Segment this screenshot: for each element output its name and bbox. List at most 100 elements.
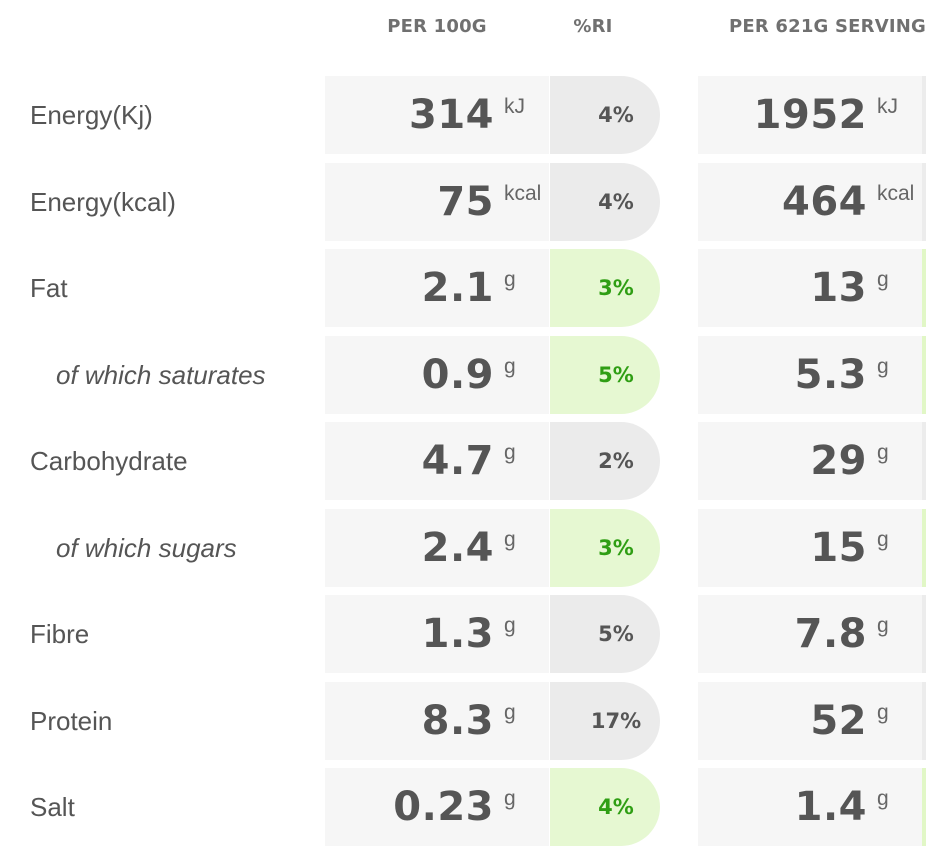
ri-value: 3%: [598, 536, 634, 560]
per-serving-unit: g: [877, 528, 889, 551]
nutrient-label: Energy(kcal): [30, 187, 176, 217]
per-100g-cell: 2.1 g: [325, 249, 549, 327]
row-accent-bar: [922, 682, 926, 760]
ri-value: 4%: [598, 190, 634, 214]
per-serving-cell: 464 kcal: [698, 163, 922, 241]
table-row: of which sugars 2.4 g 3% 15 g: [0, 509, 926, 587]
ri-badge: [550, 249, 660, 327]
per-100g-value: 1.3: [421, 611, 494, 657]
per-serving-value: 5.3: [794, 352, 867, 398]
ri-value: 5%: [598, 622, 634, 646]
table-row: Salt 0.23 g 4% 1.4 g: [0, 768, 926, 846]
nutrient-label: Fibre: [30, 619, 90, 649]
per-100g-unit: g: [504, 441, 516, 464]
row-accent-bar: [922, 249, 926, 327]
per-100g-cell: 0.23 g: [325, 768, 549, 846]
nutrient-label: Salt: [30, 792, 75, 822]
ri-badge: [550, 76, 660, 154]
table-row: Protein 8.3 g 17% 52 g: [0, 682, 926, 760]
per-serving-value: 13: [810, 265, 867, 311]
per-100g-cell: 75 kcal: [325, 163, 549, 241]
per-serving-cell: 13 g: [698, 249, 922, 327]
ri-badge: [550, 768, 660, 846]
ri-badge: [550, 509, 660, 587]
per-serving-value: 52: [810, 698, 867, 744]
table-row: Energy(Kj) 314 kJ 4% 1952 kJ: [0, 76, 926, 154]
per-100g-value: 75: [437, 179, 494, 225]
per-serving-value: 1952: [753, 92, 867, 138]
per-serving-value: 1.4: [794, 784, 867, 830]
per-serving-value: 7.8: [794, 611, 867, 657]
ri-badge: [550, 163, 660, 241]
ri-value: 4%: [598, 103, 634, 127]
nutrient-label: Energy(Kj): [30, 100, 153, 130]
per-serving-unit: g: [877, 787, 889, 810]
row-accent-bar: [922, 76, 926, 154]
ri-value: 4%: [598, 795, 634, 819]
per-100g-value: 0.9: [421, 352, 494, 398]
table-row: Carbohydrate 4.7 g 2% 29 g: [0, 422, 926, 500]
per-serving-cell: 1952 kJ: [698, 76, 922, 154]
per-100g-unit: kcal: [504, 182, 542, 205]
nutrient-label: Carbohydrate: [30, 446, 188, 476]
per-100g-unit: g: [504, 268, 516, 291]
per-100g-cell: 4.7 g: [325, 422, 549, 500]
per-100g-cell: 314 kJ: [325, 76, 549, 154]
per-serving-unit: kJ: [877, 95, 898, 118]
per-100g-unit: g: [504, 614, 516, 637]
per-100g-unit: kJ: [504, 95, 525, 118]
per-100g-value: 2.4: [421, 525, 494, 571]
per-serving-cell: 1.4 g: [698, 768, 922, 846]
header-per-serving: PER 621G SERVING: [728, 16, 926, 37]
row-accent-bar: [922, 768, 926, 846]
ri-value: 5%: [598, 363, 634, 387]
table-row: of which saturates 0.9 g 5% 5.3 g: [0, 336, 926, 414]
per-100g-unit: g: [504, 528, 516, 551]
row-accent-bar: [922, 509, 926, 587]
per-serving-cell: 29 g: [698, 422, 922, 500]
per-serving-unit: g: [877, 614, 889, 637]
row-accent-bar: [922, 163, 926, 241]
ri-value: 17%: [590, 709, 642, 733]
nutrient-label: of which saturates: [56, 360, 266, 390]
ri-badge: [550, 595, 660, 673]
per-serving-cell: 15 g: [698, 509, 922, 587]
table-row: Fat 2.1 g 3% 13 g: [0, 249, 926, 327]
per-serving-unit: g: [877, 268, 889, 291]
per-100g-cell: 8.3 g: [325, 682, 549, 760]
row-accent-bar: [922, 422, 926, 500]
nutrient-label: of which sugars: [56, 533, 237, 563]
per-100g-value: 314: [409, 92, 494, 138]
table-row: Fibre 1.3 g 5% 7.8 g: [0, 595, 926, 673]
per-100g-value: 4.7: [421, 438, 494, 484]
per-100g-unit: g: [504, 355, 516, 378]
per-100g-cell: 0.9 g: [325, 336, 549, 414]
per-100g-value: 8.3: [421, 698, 494, 744]
nutrient-label: Protein: [30, 706, 113, 736]
per-serving-unit: g: [877, 701, 889, 724]
per-100g-unit: g: [504, 701, 516, 724]
per-serving-value: 15: [810, 525, 867, 571]
nutrient-label: Fat: [30, 273, 68, 303]
header-per-100g: PER 100G: [387, 16, 487, 37]
per-serving-cell: 5.3 g: [698, 336, 922, 414]
row-accent-bar: [922, 595, 926, 673]
ri-badge: [550, 682, 660, 760]
header-ri: %RI: [573, 16, 613, 37]
per-serving-unit: g: [877, 355, 889, 378]
per-100g-unit: g: [504, 787, 516, 810]
table-row: Energy(kcal) 75 kcal 4% 464 kcal: [0, 163, 926, 241]
per-serving-cell: 52 g: [698, 682, 922, 760]
ri-value: 2%: [598, 449, 634, 473]
per-serving-value: 464: [782, 179, 867, 225]
row-accent-bar: [922, 336, 926, 414]
per-serving-unit: kcal: [877, 182, 915, 205]
per-100g-cell: 2.4 g: [325, 509, 549, 587]
per-100g-value: 2.1: [421, 265, 494, 311]
per-100g-value: 0.23: [393, 784, 494, 830]
ri-badge: [550, 336, 660, 414]
per-serving-value: 29: [810, 438, 867, 484]
per-serving-unit: g: [877, 441, 889, 464]
ri-value: 3%: [598, 276, 634, 300]
per-serving-cell: 7.8 g: [698, 595, 922, 673]
